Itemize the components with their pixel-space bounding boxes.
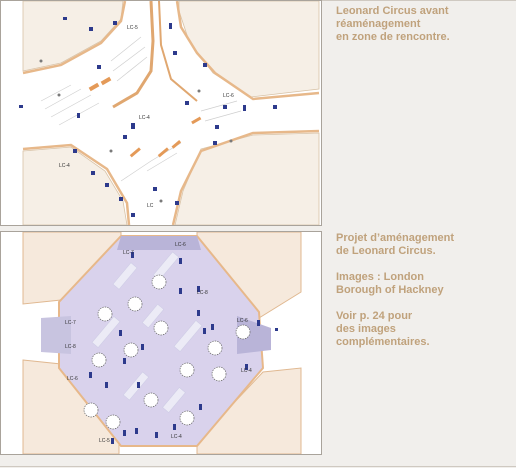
plan-before-label: LC-4 (139, 115, 150, 121)
caption-line: Projet d’aménagement (336, 232, 454, 244)
plan-after-drawing: LC-6 LC-7 LC-8 LC-6 LC-7 LC-8 LC-6 LC-4 … (1, 232, 321, 454)
plan-after-figure: LC-6 LC-7 LC-8 LC-6 LC-7 LC-8 LC-6 LC-4 … (0, 231, 322, 455)
bottom-rule (0, 466, 516, 467)
caption-line: de Leonard Circus. (336, 245, 436, 257)
plan-after-label: LC-4 (241, 368, 252, 374)
plan-after-label: LC-8 (197, 290, 208, 296)
caption-line: Leonard Circus avant (336, 5, 449, 17)
caption-paragraph: Images : London Borough of Hackney (336, 271, 512, 297)
plan-before-caption: Leonard Circus avant réaménagement en zo… (336, 5, 512, 44)
plan-before-label: LC (147, 203, 154, 209)
plan-before-drawing: LC-5 LC-6 LC-4 LC-4 LC (1, 1, 321, 225)
caption-paragraph: Voir p. 24 pour des images complémentair… (336, 310, 512, 349)
plan-after-label: LC-6 (237, 318, 248, 324)
plan-before-label: LC-4 (59, 163, 70, 169)
caption-line: des images (336, 323, 396, 335)
caption-line: Voir p. 24 pour (336, 310, 413, 322)
plan-before-label: LC-5 (127, 25, 138, 31)
plan-after-caption: Projet d’aménagement de Leonard Circus. … (336, 232, 512, 362)
caption-line: Images : London (336, 271, 424, 283)
plan-after-label: LC-6 (67, 376, 78, 382)
caption-line: complémentaires. (336, 336, 430, 348)
caption-line: réaménagement (336, 18, 421, 30)
plan-after-label: LC-4 (171, 434, 182, 440)
plan-before-figure: LC-5 LC-6 LC-4 LC-4 LC (0, 0, 322, 226)
caption-line: Borough of Hackney (336, 284, 444, 296)
caption-paragraph: Projet d’aménagement de Leonard Circus. (336, 232, 512, 258)
plan-before-label: LC-6 (223, 93, 234, 99)
plan-after-label: LC-6 (175, 242, 186, 248)
plan-after-label: LC-7 (123, 250, 134, 256)
plan-after-label: LC-5 (99, 438, 110, 444)
plan-after-label: LC-7 (65, 320, 76, 326)
caption-line: en zone de rencontre. (336, 31, 450, 43)
plan-after-label: LC-8 (65, 344, 76, 350)
